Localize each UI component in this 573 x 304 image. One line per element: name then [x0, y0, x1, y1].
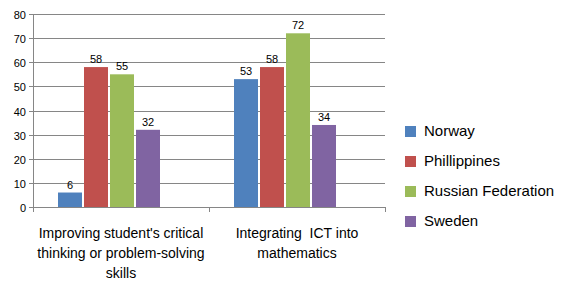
x-tick: [209, 207, 210, 212]
y-tick-label: 0: [20, 202, 26, 214]
data-label: 32: [142, 116, 154, 128]
x-tick: [33, 207, 34, 212]
data-label: 6: [67, 179, 73, 191]
y-tick-label: 80: [14, 9, 26, 21]
y-tick: [29, 86, 33, 87]
legend-label: Russian Federation: [424, 182, 554, 199]
legend-label: Norway: [424, 122, 475, 139]
bar: [260, 67, 284, 207]
y-tick-label: 10: [14, 178, 26, 190]
legend-swatch: [405, 126, 416, 137]
legend-swatch: [405, 216, 416, 227]
data-label: 55: [116, 60, 128, 72]
y-tick: [29, 111, 33, 112]
grid-line: [33, 62, 385, 63]
bars: [58, 33, 336, 207]
chart-root: 0 10 20 30 40 50 60 70 80 6 58 55 32 53 58 72 34 Norway Ph…: [0, 0, 573, 304]
y-tick-label: 30: [14, 130, 26, 142]
data-label: 34: [318, 111, 330, 123]
legend-label: Phillippines: [424, 152, 500, 169]
y-tick-label: 20: [14, 154, 26, 166]
legend-swatch: [405, 156, 416, 167]
legend-label: Sweden: [424, 212, 478, 229]
data-label: 53: [240, 65, 252, 77]
data-label: 58: [90, 53, 102, 65]
data-label: 58: [266, 53, 278, 65]
category-label: Improving student's critical thinking or…: [37, 223, 205, 283]
y-tick: [29, 38, 33, 39]
y-tick: [29, 159, 33, 160]
bar: [58, 193, 82, 207]
y-axis: [33, 14, 34, 207]
y-tick: [29, 207, 33, 208]
y-tick: [29, 183, 33, 184]
y-tick-label: 50: [14, 81, 26, 93]
bar: [84, 67, 108, 207]
category-label: Integrating ICT into mathematics: [213, 223, 381, 263]
grid-line: [33, 14, 385, 15]
bar: [234, 79, 258, 207]
y-tick: [29, 62, 33, 63]
y-tick-label: 40: [14, 106, 26, 118]
data-label: 72: [292, 19, 304, 31]
y-tick-label: 70: [14, 33, 26, 45]
x-tick: [385, 207, 386, 212]
bar: [312, 125, 336, 207]
bar: [136, 130, 160, 207]
legend-swatch: [405, 186, 416, 197]
legend: Norway Phillippines Russian Federation Swed…: [405, 122, 554, 229]
bar: [286, 33, 310, 207]
y-tick: [29, 135, 33, 136]
bar: [110, 74, 134, 207]
y-tick-label: 60: [14, 57, 26, 69]
y-tick: [29, 14, 33, 15]
grid-line: [33, 38, 385, 39]
data-labels: 6 58 55 32 53 58 72 34: [67, 19, 330, 190]
